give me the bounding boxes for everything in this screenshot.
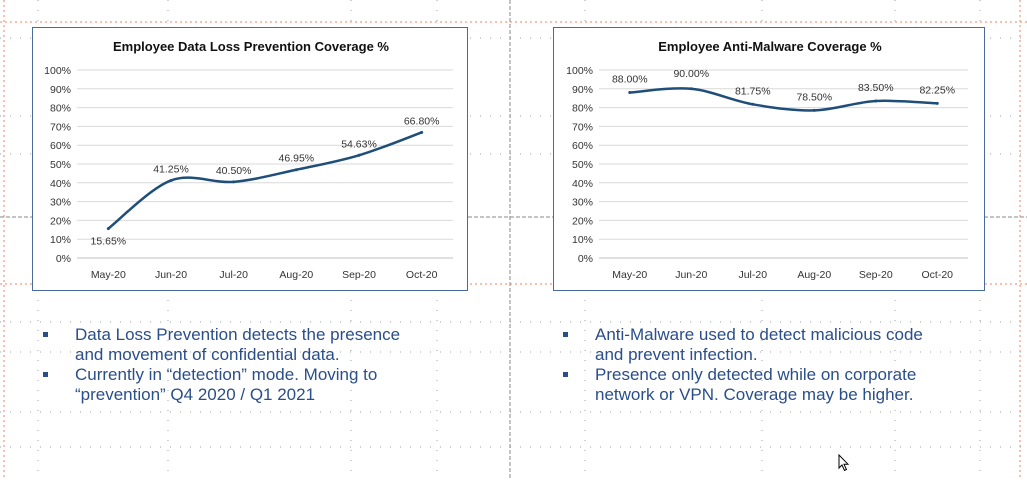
y-tick-label: 30% [50,197,71,209]
y-tick-label: 20% [50,215,71,227]
data-label: 15.65% [91,236,127,248]
bullet-text-line: “prevention” Q4 2020 / Q1 2021 [75,385,316,404]
bullet-text-line: Data Loss Prevention detects the presenc… [75,325,401,344]
x-tick-label: Aug-20 [279,269,313,281]
y-tick-label: 10% [50,234,71,246]
x-tick-label: Aug-20 [797,269,831,281]
data-point [628,91,632,95]
data-label: 40.50% [216,165,252,177]
data-point [232,180,236,184]
x-tick-label: Jun-20 [675,269,707,281]
y-tick-label: 100% [44,65,71,77]
x-tick-label: Sep-20 [859,269,893,281]
y-tick-label: 70% [572,121,593,133]
data-label: 78.50% [796,91,832,103]
bullet-text-line: Presence only detected while on corporat… [595,365,917,384]
x-tick-label: Jul-20 [219,269,248,281]
x-tick-label: Sep-20 [342,269,376,281]
data-label: 90.00% [673,68,709,80]
y-tick-label: 70% [50,121,71,133]
x-tick-label: Oct-20 [406,269,438,281]
data-label: 83.50% [858,82,894,94]
antimalware-bullet-list: Anti-Malware used to detect malicious co… [553,325,1013,405]
data-point [106,227,110,231]
x-tick-label: May-20 [612,269,647,281]
bullet-item: Anti-Malware used to detect malicious co… [553,325,1013,365]
y-tick-label: 0% [578,253,593,265]
data-label: 88.00% [612,74,648,86]
chart-title: Employee Data Loss Prevention Coverage % [113,39,389,54]
data-label: 41.25% [153,163,189,175]
data-point [812,108,816,112]
y-tick-label: 0% [56,253,71,265]
data-point [169,178,173,182]
y-tick-label: 40% [50,178,71,190]
y-tick-label: 50% [572,159,593,171]
data-point [751,102,755,106]
data-label: 66.80% [404,115,440,127]
x-tick-label: Oct-20 [921,269,953,281]
data-point [935,101,939,105]
bullet-text-line: and prevent infection. [595,345,758,364]
y-tick-label: 90% [50,84,71,96]
y-tick-label: 30% [572,197,593,209]
y-tick-label: 40% [572,178,593,190]
data-point [357,153,361,157]
data-label: 81.75% [735,85,771,97]
bullet-marker [43,372,48,377]
x-tick-label: Jun-20 [155,269,187,281]
antimalware-coverage-chart[interactable]: Employee Anti-Malware Coverage % 0% 10% 20%… [553,27,985,291]
chart-title: Employee Anti-Malware Coverage % [658,39,882,54]
data-point [874,99,878,103]
bullet-marker [563,332,568,337]
bullet-item: Data Loss Prevention detects the presenc… [33,325,483,365]
x-tick-label: May-20 [91,269,126,281]
dlp-coverage-chart[interactable]: Employee Data Loss Prevention Coverage %… [32,27,468,291]
mouse-pointer-icon [838,454,850,472]
bullet-text-line: Anti-Malware used to detect malicious co… [595,325,923,344]
y-tick-label: 100% [566,65,593,77]
bullet-item: Currently in “detection” mode. Moving to… [33,365,483,405]
y-tick-label: 80% [572,103,593,115]
series-line [628,87,939,112]
bullet-text-line: Currently in “detection” mode. Moving to [75,365,378,384]
y-tick-label: 80% [50,103,71,115]
bullet-item: Presence only detected while on corporat… [553,365,1013,405]
y-tick-label: 10% [572,234,593,246]
dlp-coverage-chart-plot: Employee Data Loss Prevention Coverage %… [44,39,453,281]
y-tick-label: 60% [572,140,593,152]
bullet-text-line: network or VPN. Coverage may be higher. [595,385,914,404]
bullet-marker [563,372,568,377]
y-tick-label: 60% [50,140,71,152]
antimalware-coverage-chart-plot: Employee Anti-Malware Coverage % 0% 10% 20%… [566,39,968,281]
y-tick-label: 50% [50,159,71,171]
x-tick-label: Jul-20 [738,269,767,281]
data-point [294,168,298,172]
y-tick-label: 20% [572,215,593,227]
bullet-text-line: and movement of confidential data. [75,345,340,364]
data-label: 46.95% [279,153,315,165]
y-tick-label: 90% [572,84,593,96]
data-point [689,87,693,91]
data-label: 82.25% [919,84,955,96]
data-label: 54.63% [341,138,377,150]
dlp-bullet-list: Data Loss Prevention detects the presenc… [33,325,483,405]
series-line [107,131,423,230]
bullet-marker [43,332,48,337]
data-point [420,130,424,134]
